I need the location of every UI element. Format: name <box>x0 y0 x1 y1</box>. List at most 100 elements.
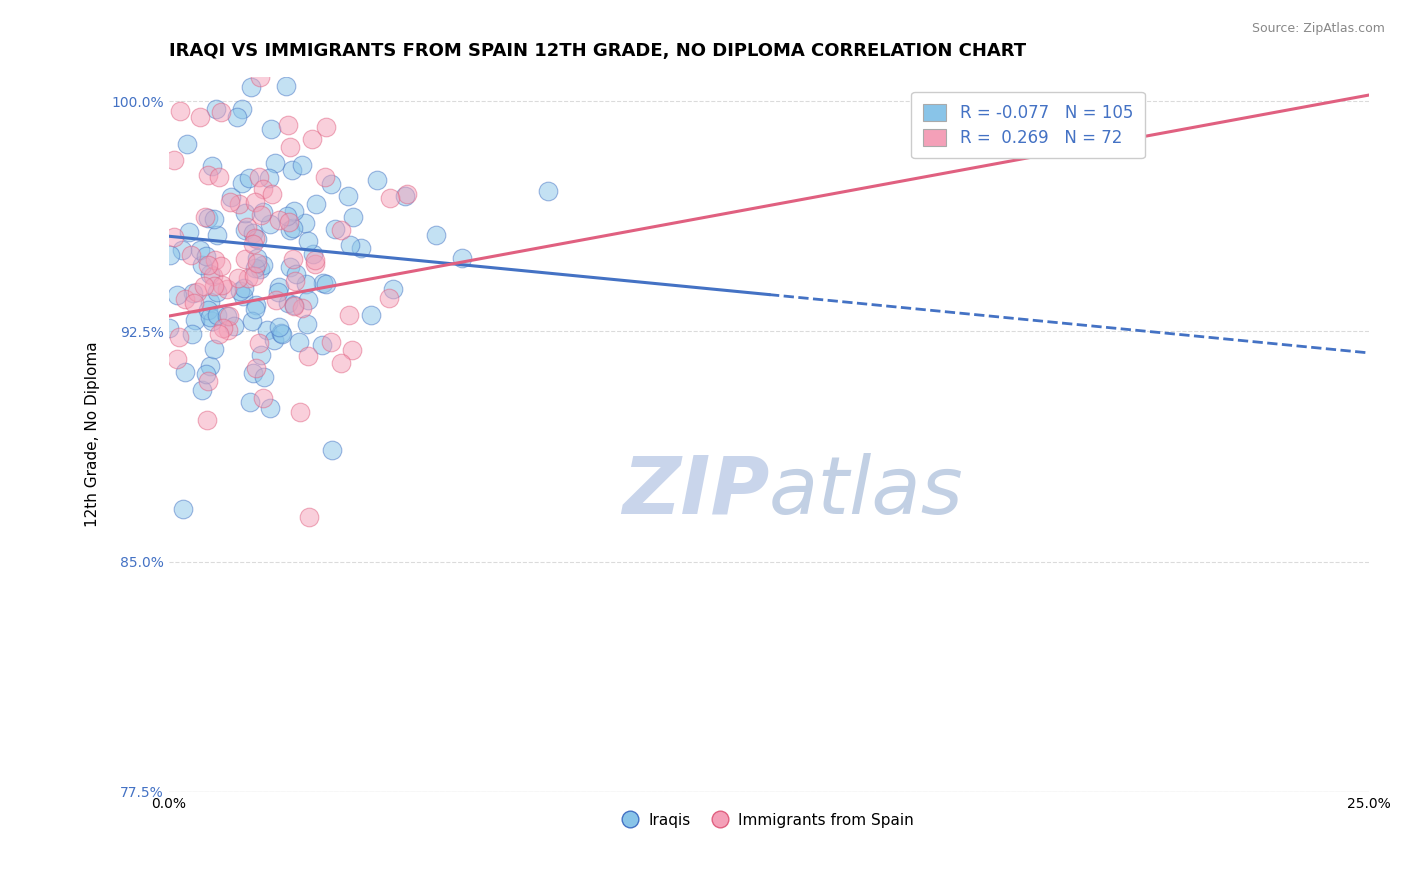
Point <box>277 118 299 132</box>
Point <box>381 282 404 296</box>
Point <box>173 293 195 307</box>
Point <box>238 171 260 186</box>
Legend: Iraqis, Immigrants from Spain: Iraqis, Immigrants from Spain <box>619 807 920 834</box>
Point <box>176 136 198 151</box>
Text: IRAQI VS IMMIGRANTS FROM SPAIN 12TH GRADE, NO DIPLOMA CORRELATION CHART: IRAQI VS IMMIGRANTS FROM SPAIN 12TH GRAD… <box>169 42 1026 60</box>
Point <box>312 277 335 291</box>
Point <box>194 367 217 381</box>
Point <box>219 190 242 204</box>
Point <box>202 279 225 293</box>
Point <box>217 323 239 337</box>
Point <box>205 308 228 322</box>
Point <box>180 248 202 262</box>
Point <box>250 348 273 362</box>
Point <box>288 405 311 419</box>
Point <box>269 319 291 334</box>
Point <box>283 300 305 314</box>
Point <box>197 375 219 389</box>
Point <box>252 391 274 405</box>
Point <box>249 70 271 85</box>
Point <box>249 262 271 277</box>
Point <box>240 314 263 328</box>
Point <box>236 219 259 234</box>
Point <box>259 122 281 136</box>
Point <box>209 104 232 119</box>
Point <box>321 177 343 191</box>
Point <box>239 394 262 409</box>
Point <box>259 401 281 416</box>
Point <box>270 326 292 340</box>
Point <box>233 252 256 266</box>
Point <box>233 206 256 220</box>
Point <box>297 293 319 307</box>
Point <box>262 186 284 201</box>
Point <box>294 277 316 291</box>
Point <box>183 312 205 326</box>
Point <box>159 248 181 262</box>
Point <box>283 203 305 218</box>
Point <box>243 302 266 317</box>
Point <box>249 335 271 350</box>
Point <box>172 243 194 257</box>
Point <box>197 168 219 182</box>
Point <box>380 191 402 205</box>
Point <box>228 196 250 211</box>
Point <box>305 197 328 211</box>
Point <box>231 102 253 116</box>
Point <box>537 185 560 199</box>
Point <box>263 334 285 348</box>
Point <box>304 252 326 267</box>
Point <box>232 288 254 302</box>
Point <box>271 326 294 341</box>
Point <box>256 323 278 337</box>
Text: Source: ZipAtlas.com: Source: ZipAtlas.com <box>1251 22 1385 36</box>
Point <box>329 356 352 370</box>
Point <box>297 234 319 248</box>
Point <box>229 285 252 299</box>
Point <box>233 223 256 237</box>
Point <box>323 222 346 236</box>
Point <box>287 334 309 349</box>
Point <box>188 243 211 257</box>
Point <box>180 326 202 341</box>
Point <box>281 252 304 267</box>
Point <box>284 267 307 281</box>
Point <box>311 338 333 352</box>
Point <box>198 310 221 324</box>
Point <box>169 104 191 119</box>
Point <box>301 131 323 145</box>
Point <box>166 288 188 302</box>
Point <box>264 155 287 169</box>
Point <box>266 285 288 299</box>
Y-axis label: 12th Grade, No Diploma: 12th Grade, No Diploma <box>86 342 100 527</box>
Point <box>340 343 363 358</box>
Point <box>366 173 388 187</box>
Point <box>191 383 214 397</box>
Point <box>205 285 228 300</box>
Point <box>163 153 186 168</box>
Point <box>394 189 416 203</box>
Point <box>283 221 305 235</box>
Point <box>319 334 342 349</box>
Point <box>181 285 204 300</box>
Point <box>242 268 264 283</box>
Point <box>253 369 276 384</box>
Point <box>269 280 291 294</box>
Point <box>246 252 269 266</box>
Point <box>205 228 228 243</box>
Point <box>232 280 254 294</box>
Point <box>201 269 224 284</box>
Point <box>277 295 299 310</box>
Point <box>269 213 291 227</box>
Point <box>257 170 280 185</box>
Point <box>314 170 336 185</box>
Point <box>222 318 245 333</box>
Point <box>281 163 304 178</box>
Point <box>193 279 215 293</box>
Point <box>209 259 232 273</box>
Point <box>200 159 222 173</box>
Point <box>245 360 267 375</box>
Point <box>330 223 353 237</box>
Point <box>198 267 221 281</box>
Point <box>252 258 274 272</box>
